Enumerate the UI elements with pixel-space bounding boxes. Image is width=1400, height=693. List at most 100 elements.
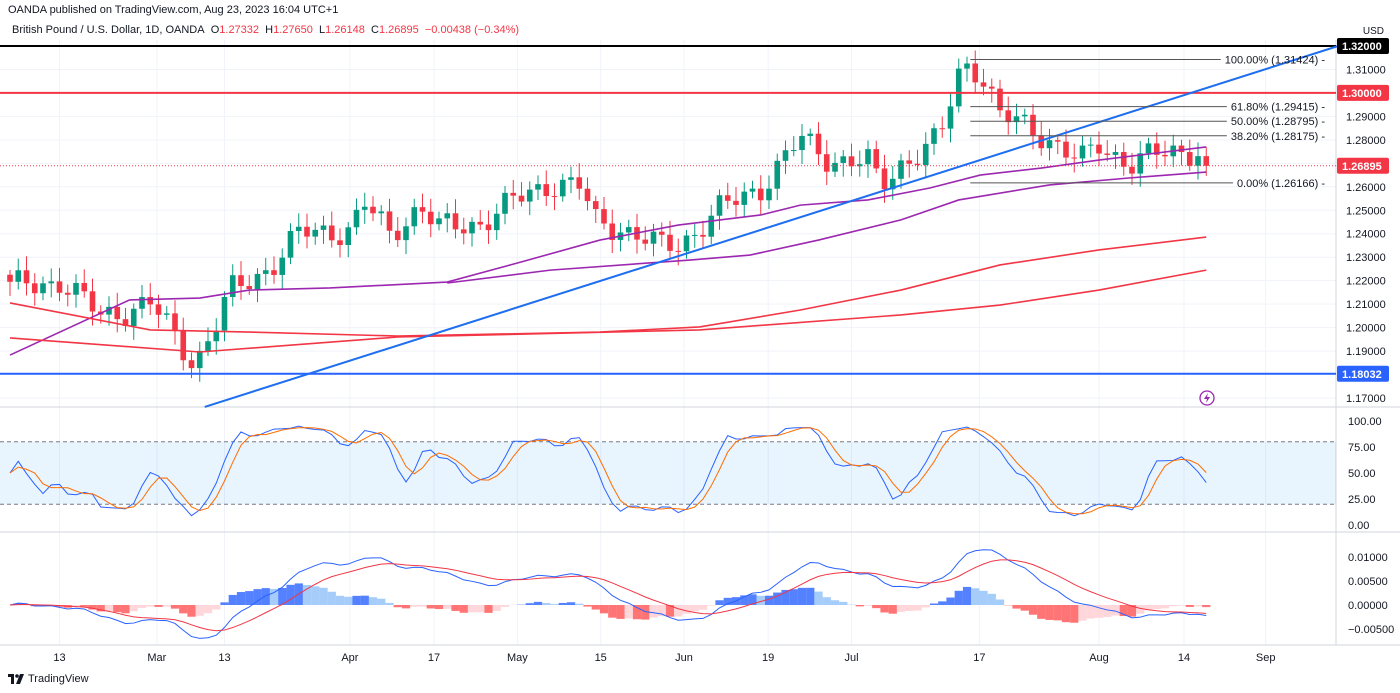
lightning-icon-bolt [1204,393,1210,403]
macd-histogram-bar [121,605,130,614]
candle-body [370,206,376,214]
macd-histogram-bar [154,605,163,607]
candle-body [89,291,96,312]
price-badge [1337,157,1389,174]
candle-body [419,207,426,212]
macd-histogram-bar [525,603,534,605]
macd-histogram-bar [1094,605,1104,618]
macd-histogram-bar [764,595,774,605]
stoch-tick-label: 25.00 [1348,494,1376,506]
candle-body [106,306,112,315]
candle-body [1153,143,1160,155]
date-tick-label: 13 [53,652,65,664]
candle-body [378,211,385,214]
macd-histogram-bar [418,605,427,607]
currency-label[interactable]: USD [1362,26,1384,37]
candle-body [1186,152,1193,166]
macd-histogram-bar [278,587,287,605]
high-value: 1.27650 [273,24,313,36]
fib-level-label: 50.00% (1.28795) - [1231,116,1326,128]
date-tick-label: Apr [341,652,358,664]
macd-histogram-bar [1160,605,1170,609]
candle-body [980,82,987,87]
candle-body [328,225,335,241]
candle-body [403,226,409,241]
candle-body [939,128,946,130]
macd-histogram-bar [707,605,716,606]
date-tick-label: Mar [147,652,166,664]
candle-body [972,63,979,83]
candle-body [81,282,88,292]
price-tick-label: 1.21000 [1346,299,1386,311]
low-value: 1.26148 [325,24,365,36]
candle-body [345,227,352,246]
candle-body [700,234,706,237]
macd-histogram-bar [665,605,675,617]
macd-histogram-bar [1144,605,1153,611]
macd-histogram-bar [657,605,666,617]
candle-body [898,160,904,179]
high-label: H [265,24,274,36]
macd-histogram-bar [946,597,955,605]
candle-body [361,206,368,210]
candle-body [353,209,360,228]
price-tick-label: 1.31000 [1346,64,1386,76]
candle-body [238,275,244,287]
price-badge [1337,365,1389,382]
macd-tick-label: 0.01000 [1348,552,1388,564]
macd-histogram-bar [385,602,394,605]
moving-average-4 [9,269,1207,353]
candle-body [213,330,220,342]
macd-histogram-bar [443,605,452,609]
macd-histogram-bar [302,585,312,605]
macd-histogram-bar [104,605,114,612]
price-tick-label: 1.25000 [1346,205,1386,217]
candle-body [1112,152,1119,155]
date-tick-label: Aug [1089,652,1109,664]
macd-histogram-bar [96,605,105,612]
candle-body [304,226,310,237]
fib-level-label: 61.80% (1.29415) - [1231,102,1326,114]
macd-histogram-bar [905,605,914,612]
candle-body [576,177,583,189]
macd-histogram-bar [690,605,699,612]
candle-body [1087,144,1094,146]
macd-tick-label: 0.00000 [1348,600,1388,612]
price-badge [1337,38,1389,54]
stoch-k-line [9,425,1207,517]
candle-body [279,257,286,275]
candle-body [807,133,814,136]
macd-histogram-bar [195,605,204,616]
open-label: O [210,24,220,36]
macd-histogram-bar [773,592,782,605]
macd-line [9,549,1207,639]
candle-body [708,215,715,237]
date-tick-label: Sep [1256,652,1276,664]
price-badge [1337,84,1389,101]
macd-histogram-bar [162,605,171,607]
candle-body [625,227,632,233]
published-caption: OANDA published on TradingView.com, Aug … [8,4,339,16]
candle-body [889,178,896,190]
macd-histogram-bar [179,605,188,614]
candle-body [139,297,145,309]
macd-histogram-bar [954,590,963,605]
candle-body [1063,141,1069,158]
stoch-tick-label: 100.00 [1348,416,1382,428]
candle-body [320,225,327,230]
macd-histogram-bar [500,605,510,607]
macd-histogram-bar [269,588,279,605]
macd-histogram-bar [1136,605,1145,614]
macd-histogram-bar [286,584,295,605]
candle-body [543,184,550,197]
macd-histogram-bar [806,587,815,605]
macd-histogram-bar [344,596,353,605]
candle-body [749,188,756,192]
candle-body [15,270,22,282]
macd-histogram-bar [467,605,477,613]
macd-histogram-bar [913,605,922,611]
macd-histogram-bar [979,590,988,605]
stoch-tick-label: 75.00 [1348,442,1376,454]
macd-histogram-bar [261,588,270,605]
